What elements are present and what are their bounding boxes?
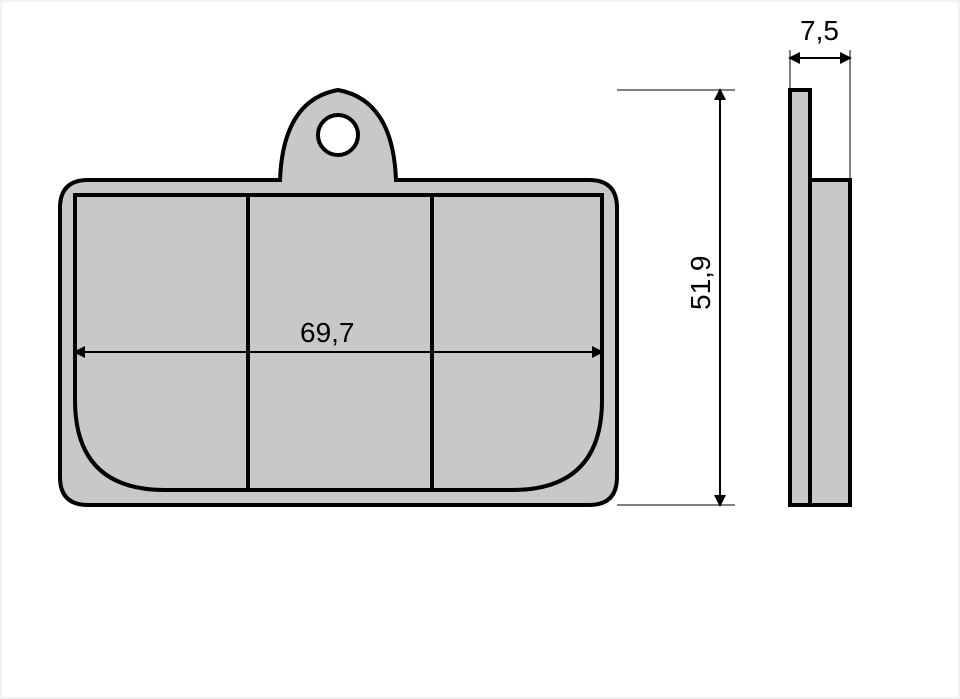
side-view — [790, 90, 850, 505]
dim-height-label: 51,9 — [685, 256, 716, 311]
dim-thickness-label: 7,5 — [800, 15, 839, 46]
side-backing-plate — [790, 90, 810, 505]
technical-drawing: 69,7 51,9 7,5 — [0, 0, 960, 699]
front-view: 69,7 — [60, 90, 617, 505]
side-friction-material — [810, 180, 850, 505]
dim-width-label: 69,7 — [300, 317, 355, 348]
mounting-hole — [318, 115, 358, 155]
dim-height: 51,9 — [617, 90, 735, 505]
